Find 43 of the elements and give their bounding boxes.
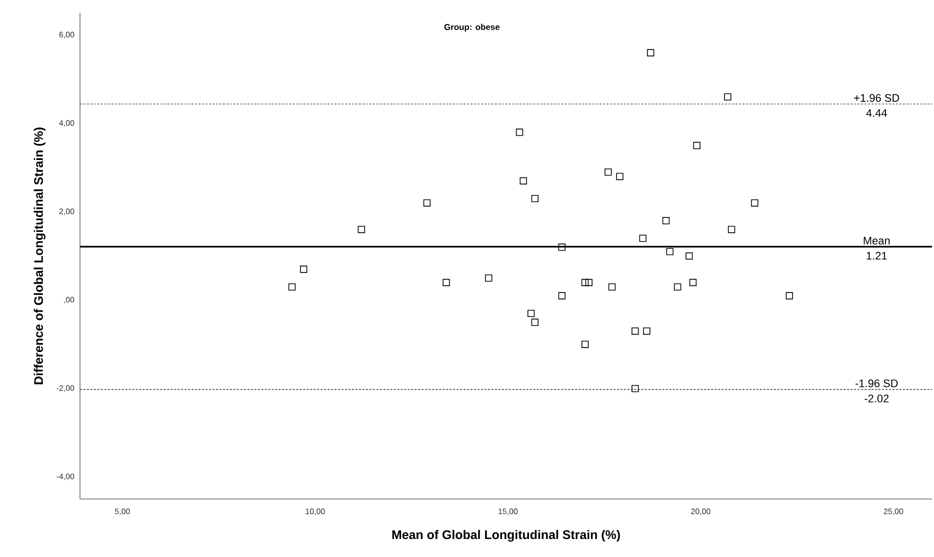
point [693, 142, 700, 150]
point [604, 168, 612, 176]
point [581, 278, 589, 286]
ref-line-label: Mean [864, 236, 890, 245]
point [686, 252, 693, 260]
point [639, 234, 646, 242]
point [728, 226, 736, 234]
point [666, 248, 674, 256]
annotation: 1.21 [866, 252, 887, 260]
point [485, 274, 492, 282]
point [288, 283, 296, 291]
point [442, 278, 450, 286]
y-axis-title: Difference of Global Longitudinal Strain (%) [34, 128, 46, 384]
point [531, 194, 539, 202]
point [300, 266, 308, 273]
x-axis-title: Mean of Global Longitudinal Strain (%) [392, 530, 620, 542]
text: Group: obese [444, 24, 500, 32]
point [520, 177, 527, 184]
point [724, 93, 732, 101]
point [632, 328, 639, 335]
point [558, 244, 566, 251]
point [674, 283, 682, 291]
point [581, 340, 589, 348]
point [423, 199, 431, 207]
point [632, 384, 639, 392]
point [616, 172, 624, 180]
annotation: -2.02 [864, 394, 889, 402]
point [689, 278, 697, 286]
point [585, 278, 592, 286]
point [751, 199, 758, 207]
point [527, 310, 535, 318]
point [608, 283, 616, 291]
ref-line-label: +1.96 SD [854, 94, 900, 102]
point [662, 217, 670, 224]
point [786, 292, 793, 300]
ref-line-label: -1.96 SD [855, 379, 898, 388]
annotation: 4.44 [866, 109, 887, 117]
point [646, 49, 654, 56]
point [358, 226, 366, 234]
point [516, 128, 524, 136]
point [558, 292, 566, 300]
point [643, 328, 650, 335]
point [531, 318, 539, 326]
